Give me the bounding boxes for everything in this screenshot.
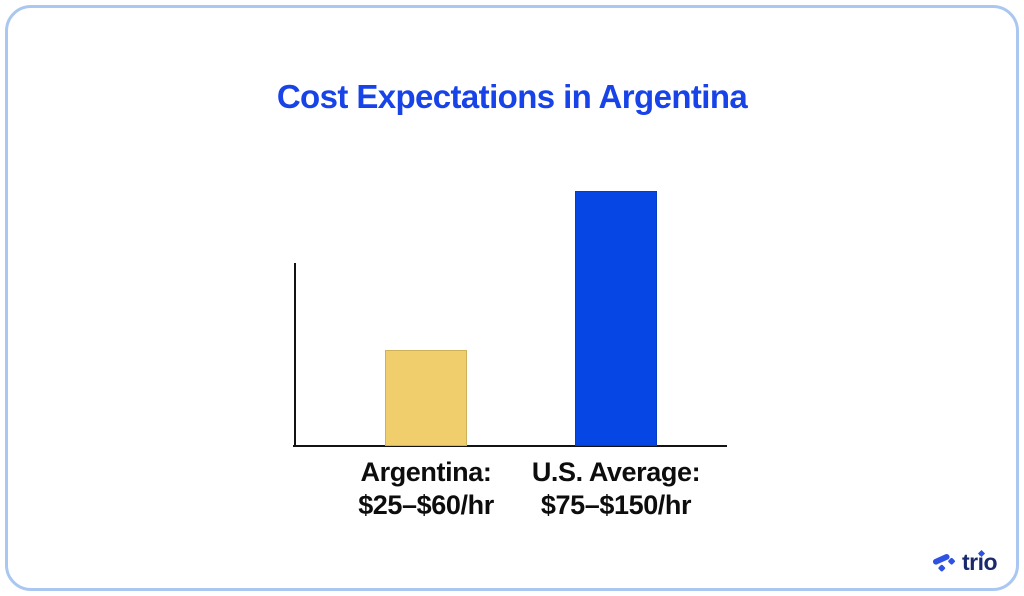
- trio-diamond-mark-icon: [932, 554, 955, 572]
- tick-label-argentina-line2: $25–$60/hr: [358, 490, 494, 520]
- tick-label-us-average-line1: U.S. Average:: [531, 457, 701, 487]
- tick-label-argentina-line1: Argentina:: [360, 457, 492, 487]
- chart-title: Cost Expectations in Argentina: [276, 78, 748, 115]
- trio-logo-wordmark: trio: [962, 549, 998, 575]
- infographic-card: [5, 5, 1019, 591]
- tick-label-us-average: U.S. Average: $75–$150/hr: [506, 456, 726, 522]
- tick-label-argentina: Argentina: $25–$60/hr: [316, 456, 536, 522]
- tick-label-us-average-line2: $75–$150/hr: [540, 490, 692, 520]
- x-axis-line: [293, 445, 727, 447]
- bar-argentina: [385, 350, 467, 446]
- y-axis-line: [294, 263, 296, 447]
- trio-logo: trio: [931, 549, 998, 575]
- bar-us-average: [575, 191, 657, 446]
